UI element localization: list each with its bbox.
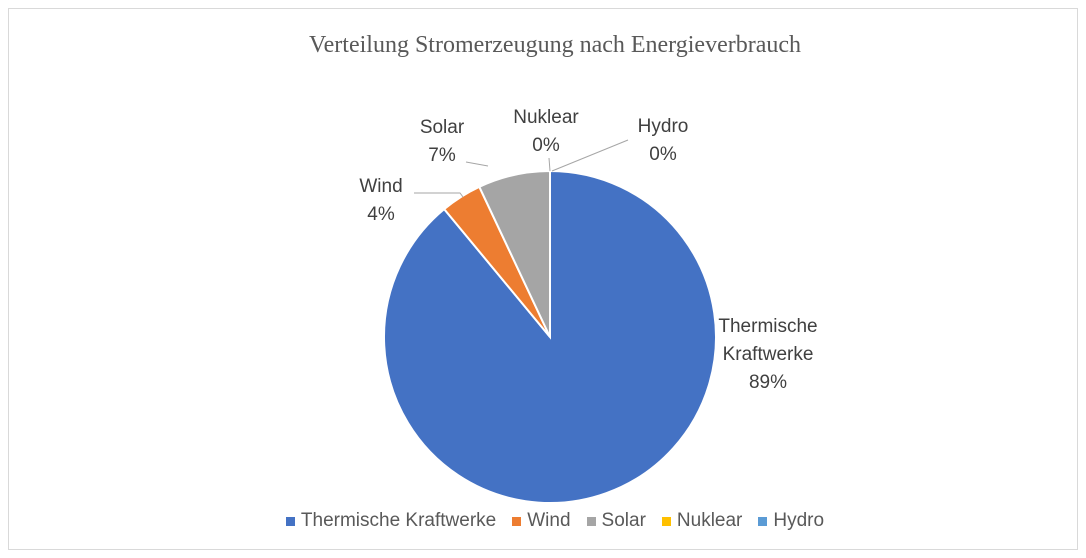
data-label: Wind 4% bbox=[341, 173, 421, 229]
pie bbox=[383, 169, 717, 504]
data-label: Solar 7% bbox=[402, 114, 482, 170]
data-label-value: 7% bbox=[428, 145, 456, 166]
legend-item: Hydro bbox=[758, 510, 824, 532]
legend-label: Wind bbox=[527, 510, 571, 531]
data-label-name: Hydro bbox=[637, 116, 689, 137]
legend-swatch bbox=[661, 516, 671, 526]
leader-line bbox=[551, 139, 629, 172]
data-label: Thermische Kraftwerke 89% bbox=[703, 313, 833, 397]
chart-title: Verteilung Stromerzeugung nach Energieve… bbox=[308, 32, 802, 58]
leader-line bbox=[465, 161, 489, 167]
legend-label: Hydro bbox=[773, 510, 825, 531]
legend-label: Nuklear bbox=[676, 510, 743, 531]
legend-item: Nuklear bbox=[661, 510, 743, 532]
data-label-value: 4% bbox=[367, 204, 395, 225]
legend-swatch bbox=[586, 516, 596, 526]
data-label: Hydro 0% bbox=[618, 113, 708, 169]
data-label: Nuklear 0% bbox=[501, 104, 591, 160]
data-label-value: 89% bbox=[748, 372, 788, 393]
legend-item: Wind bbox=[512, 510, 571, 532]
data-label-value: 0% bbox=[532, 135, 560, 156]
data-label-name: Wind bbox=[359, 176, 403, 197]
legend-label: Solar bbox=[601, 510, 646, 531]
legend-item: Thermische Kraftwerke bbox=[285, 510, 497, 532]
data-label-name: Solar bbox=[419, 117, 465, 138]
legend-label: Thermische Kraftwerke bbox=[300, 510, 497, 531]
legend-swatch bbox=[285, 516, 295, 526]
data-label-value: 0% bbox=[649, 144, 677, 165]
legend-swatch bbox=[758, 516, 768, 526]
leader-line bbox=[414, 192, 464, 198]
leader-line bbox=[548, 157, 551, 172]
data-label-name: Thermische Kraftwerke bbox=[718, 316, 818, 365]
legend-item: Solar bbox=[586, 510, 646, 532]
data-label-name: Nuklear bbox=[513, 107, 579, 128]
legend-swatch bbox=[512, 516, 522, 526]
legend: Thermische Kraftwerke Wind Solar Nuklear Hyd… bbox=[0, 510, 1086, 532]
